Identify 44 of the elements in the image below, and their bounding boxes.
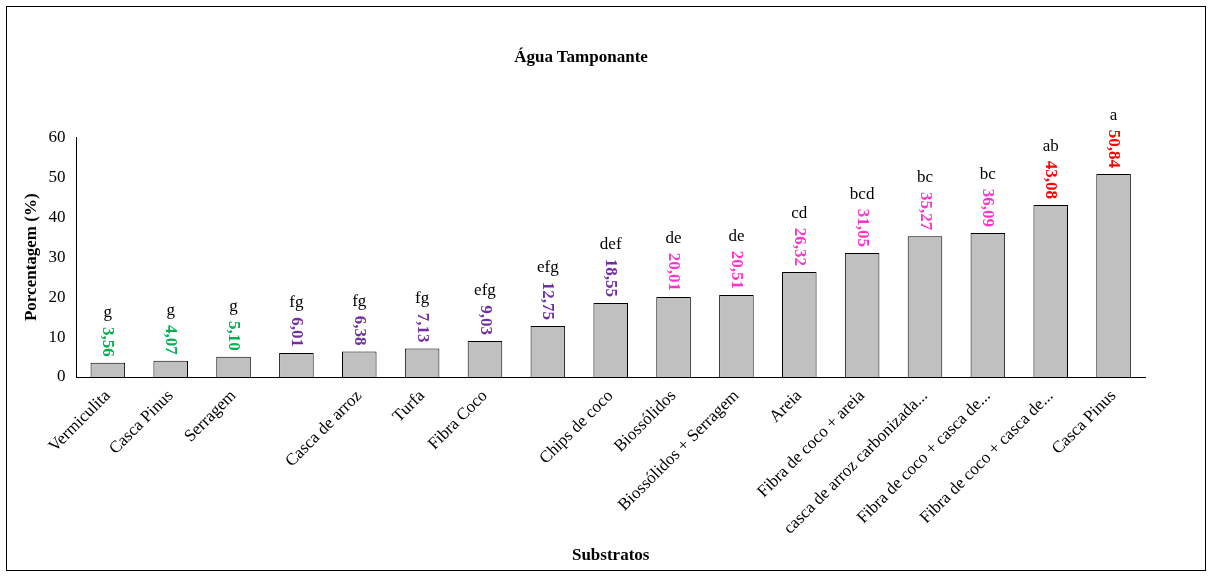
data-label: 3,56	[99, 327, 119, 357]
annotation: cd	[791, 202, 808, 222]
annotation: efg	[536, 256, 560, 276]
annotation: bc	[916, 166, 934, 186]
data-label: 18,55	[602, 258, 622, 297]
data-label: 6,01	[288, 317, 308, 348]
annotation: g	[229, 295, 239, 315]
annotation: bcd	[849, 183, 875, 203]
data-label: 20,51	[728, 250, 748, 290]
data-label: 12,75	[539, 281, 559, 321]
y-tick-label: 60	[48, 126, 66, 146]
data-label: 50,84	[1105, 129, 1125, 169]
y-tick-label: 30	[48, 246, 66, 266]
annotation: de	[728, 225, 745, 245]
data-label: 6,38	[350, 315, 370, 346]
annotation: g	[166, 299, 176, 319]
data-label: 7,13	[413, 312, 433, 343]
annotation: efg	[474, 280, 497, 300]
x-axis-title: Substratos	[571, 545, 650, 565]
data-label: 31,05	[853, 208, 873, 248]
data-label: 36,09	[979, 188, 999, 227]
chart-title: Água Tamponante	[514, 46, 649, 66]
annotation: def	[599, 233, 622, 253]
data-label: 4,07	[162, 325, 182, 356]
data-label: 20,01	[665, 252, 685, 292]
annotation: fg	[289, 292, 304, 312]
y-tick-label: 20	[48, 286, 66, 306]
y-tick-label: 0	[56, 366, 66, 386]
annotation: fg	[415, 287, 430, 307]
annotation: fg	[352, 290, 367, 310]
annotation: ab	[1042, 135, 1059, 155]
y-tick-label: 40	[48, 206, 66, 226]
annotation: g	[103, 302, 113, 322]
data-label: 43,08	[1042, 160, 1062, 199]
data-label: 26,32	[790, 227, 810, 266]
y-axis-title: Porcentagem (%)	[20, 193, 40, 322]
annotation: bc	[979, 163, 997, 183]
text: a	[1109, 104, 1118, 124]
data-label: 5,10	[225, 320, 245, 351]
data-label: 35,27	[916, 191, 936, 231]
y-tick-label: 10	[48, 326, 66, 346]
y-tick-label: 50	[48, 166, 66, 186]
annotation: de	[665, 227, 682, 247]
data-label: 9,03	[476, 305, 496, 335]
